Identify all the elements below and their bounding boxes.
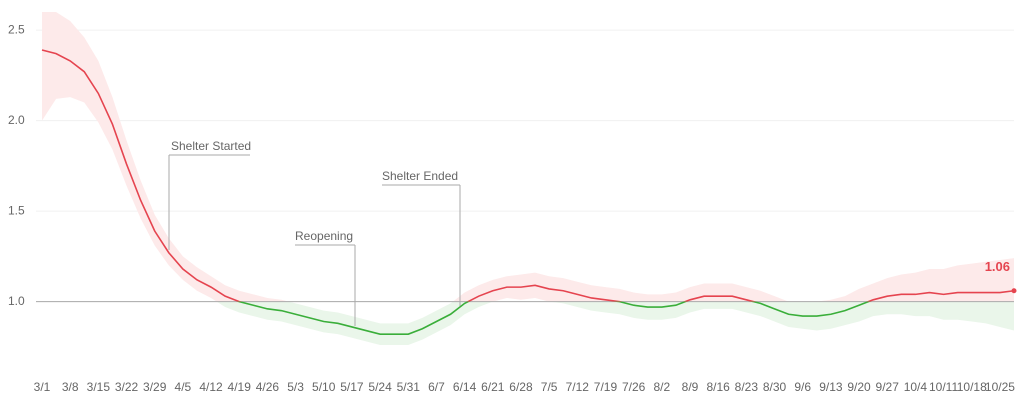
x-tick-label: 4/19	[228, 380, 252, 394]
annotation: Shelter Ended	[382, 169, 461, 306]
confidence-band	[216, 301, 1014, 346]
x-tick-label: 10/18	[957, 380, 987, 394]
x-tick-label: 5/24	[368, 380, 392, 394]
x-tick-label: 10/25	[985, 380, 1015, 394]
x-tick-label: 3/29	[143, 380, 167, 394]
x-tick-label: 8/30	[763, 380, 787, 394]
x-tick-label: 6/7	[428, 380, 445, 394]
x-tick-label: 3/15	[87, 380, 111, 394]
x-tick-label: 5/10	[312, 380, 336, 394]
x-tick-label: 4/26	[256, 380, 280, 394]
annotation-label: Reopening	[295, 229, 353, 243]
annotation: Shelter Started	[168, 139, 251, 250]
last-value-label: 1.06	[985, 259, 1010, 274]
x-tick-label: 9/13	[819, 380, 843, 394]
x-tick-label: 8/2	[653, 380, 670, 394]
x-tick-label: 8/9	[682, 380, 699, 394]
annotation: Reopening	[295, 229, 356, 326]
annotation-label: Shelter Started	[171, 139, 251, 153]
y-tick-label: 2.0	[8, 113, 25, 127]
x-tick-label: 7/12	[566, 380, 590, 394]
x-tick-label: 4/12	[199, 380, 223, 394]
x-tick-label: 5/3	[287, 380, 304, 394]
x-tick-label: 3/22	[115, 380, 139, 394]
y-tick-label: 1.5	[8, 203, 25, 217]
x-tick-label: 8/23	[735, 380, 759, 394]
x-tick-label: 9/20	[847, 380, 871, 394]
x-tick-label: 6/14	[453, 380, 477, 394]
x-tick-label: 7/19	[594, 380, 618, 394]
x-tick-label: 6/28	[509, 380, 533, 394]
annotation-label: Shelter Ended	[382, 169, 458, 183]
x-tick-label: 6/21	[481, 380, 505, 394]
x-tick-label: 3/8	[62, 380, 79, 394]
last-point	[1011, 288, 1017, 294]
x-tick-label: 9/27	[876, 380, 900, 394]
x-tick-label: 9/6	[794, 380, 811, 394]
x-tick-label: 7/26	[622, 380, 646, 394]
x-tick-label: 10/4	[904, 380, 928, 394]
line	[236, 301, 871, 335]
line	[41, 49, 1015, 302]
x-tick-label: 7/5	[541, 380, 558, 394]
x-tick-label: 10/11	[929, 380, 958, 394]
x-tick-label: 5/17	[340, 380, 364, 394]
x-tick-label: 8/16	[706, 380, 730, 394]
x-tick-label: 3/1	[34, 380, 51, 394]
x-tick-label: 5/31	[397, 380, 421, 394]
confidence-band	[42, 12, 1014, 302]
x-tick-label: 4/5	[175, 380, 192, 394]
y-tick-label: 1.0	[8, 294, 25, 308]
y-tick-label: 2.5	[8, 22, 25, 36]
